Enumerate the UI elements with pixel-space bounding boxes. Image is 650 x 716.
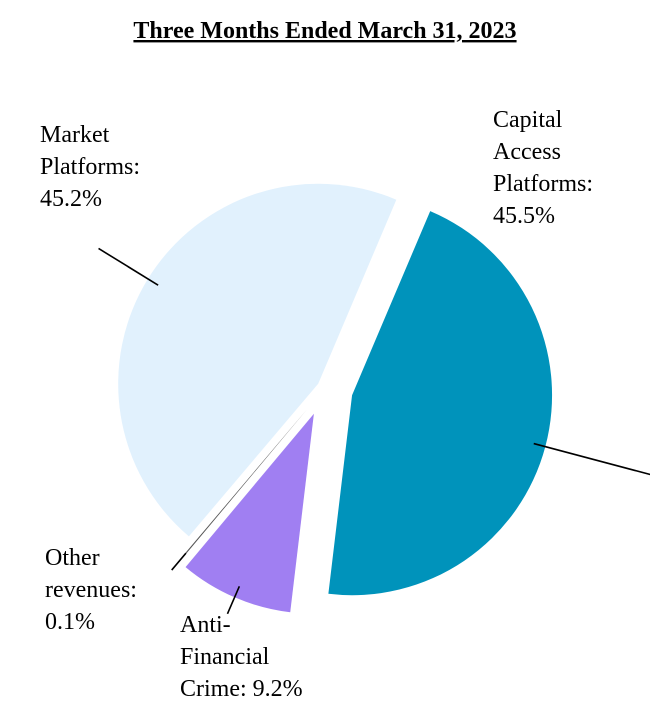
label-line: 45.2% xyxy=(40,186,102,212)
label-line: Market xyxy=(40,122,110,148)
slice-other-revenues xyxy=(177,409,307,563)
label-line: Capital xyxy=(493,107,563,133)
label-line: Financial xyxy=(180,644,270,670)
leader-anti-financial-crime xyxy=(226,585,241,615)
slice-labels: Capital Access Platforms: 45.5% Anti- Financi… xyxy=(40,107,593,702)
label-line: revenues: xyxy=(45,577,137,603)
label-line: 45.5% xyxy=(493,203,555,229)
label-line: Platforms: xyxy=(493,171,593,197)
label-line: Platforms: xyxy=(40,154,140,180)
label-other-revenues: Other revenues: 0.1% xyxy=(45,545,137,635)
pie-slices xyxy=(118,183,553,613)
label-line: Anti- xyxy=(180,612,231,638)
label-line: Crime: 9.2% xyxy=(180,676,303,702)
label-line: 0.1% xyxy=(45,609,95,635)
leader-lines xyxy=(98,247,650,615)
leader-other-revenues xyxy=(171,552,187,571)
label-capital-access-platforms: Capital Access Platforms: 45.5% xyxy=(493,107,593,229)
label-line: Access xyxy=(493,139,561,165)
slice-anti-financial-crime xyxy=(185,413,314,613)
label-market-platforms: Market Platforms: 45.2% xyxy=(40,122,140,212)
slice-market-platforms xyxy=(118,183,397,537)
leader-capital-access-platforms xyxy=(533,442,650,476)
label-anti-financial-crime: Anti- Financial Crime: 9.2% xyxy=(180,612,303,702)
label-line: Other xyxy=(45,545,100,571)
chart-title: Three Months Ended March 31, 2023 xyxy=(133,18,516,44)
leader-market-platforms xyxy=(98,247,159,286)
slice-capital-access-platforms xyxy=(328,211,553,596)
